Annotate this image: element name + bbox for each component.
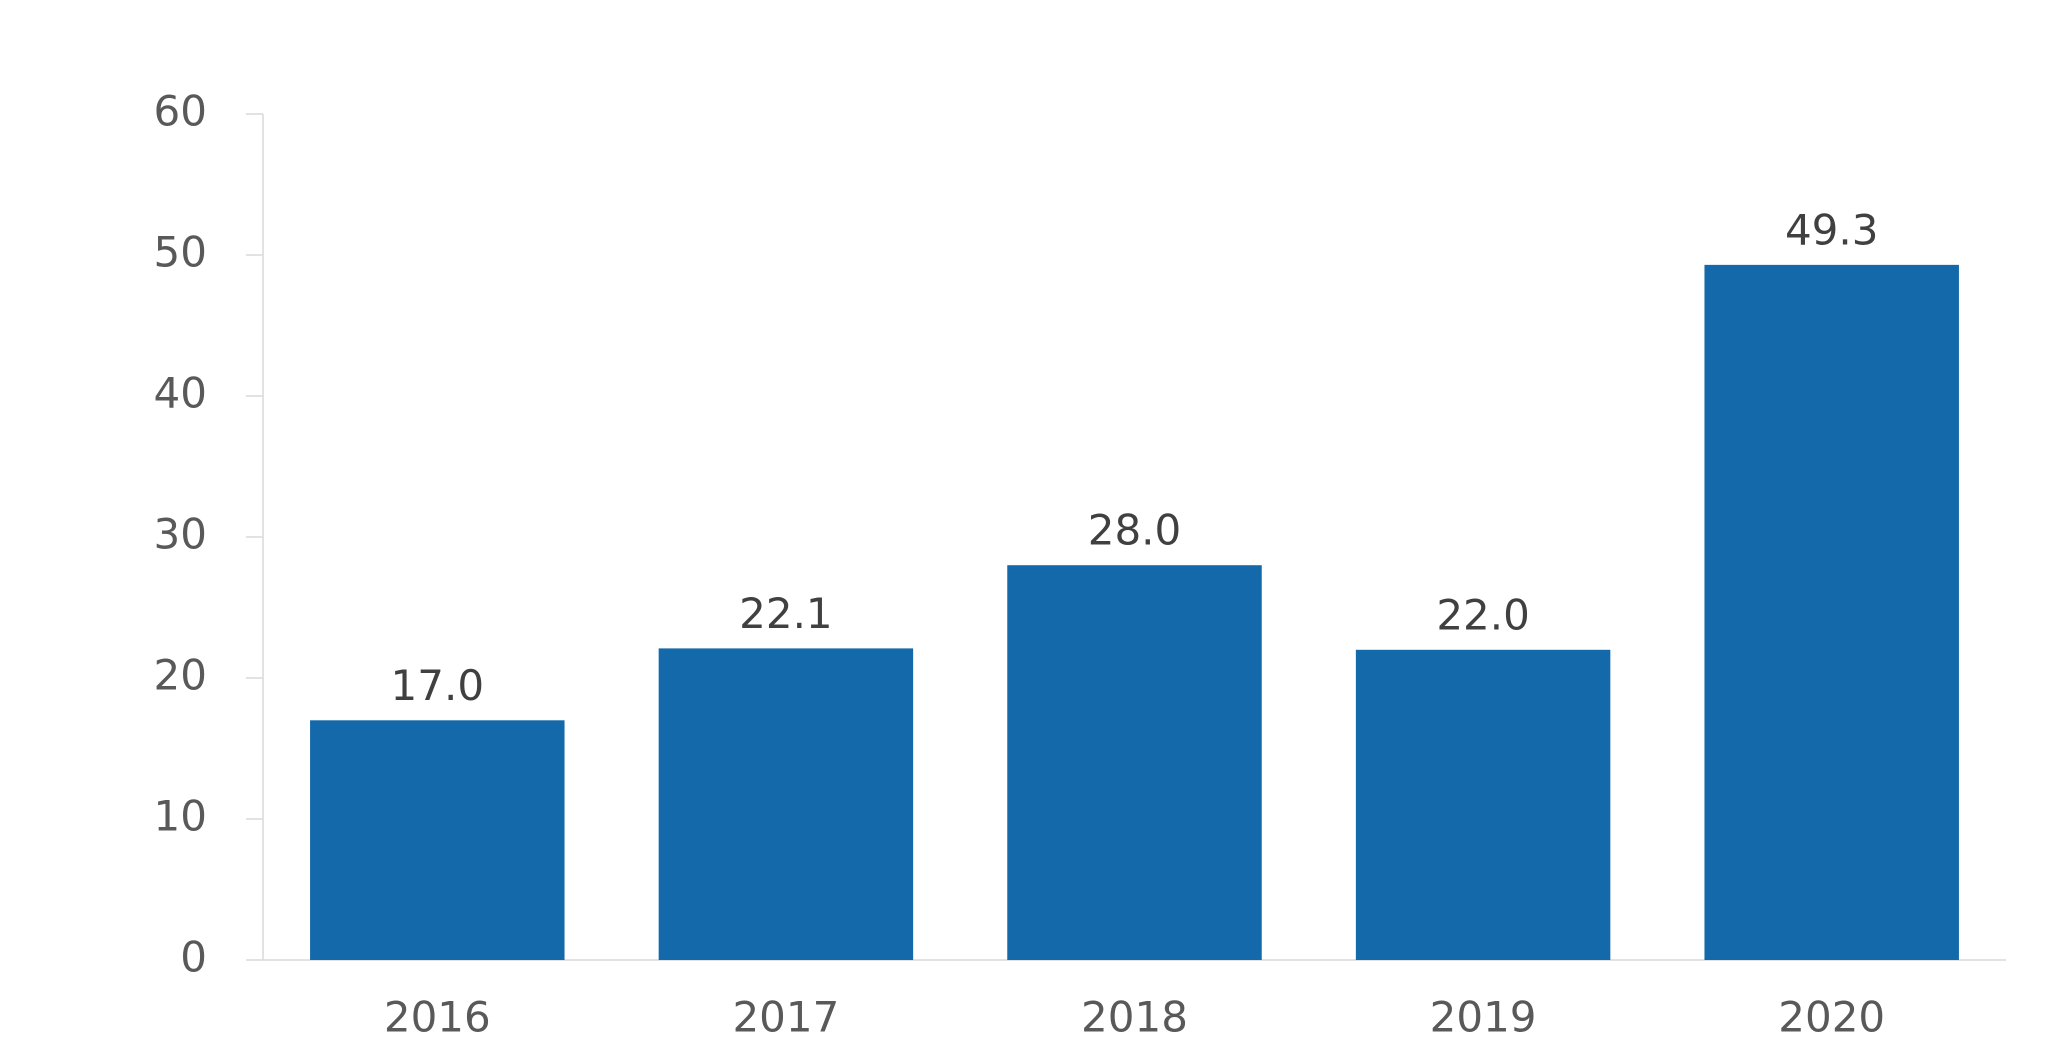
bar (1704, 264, 1959, 960)
y-tick-label: 50 (154, 228, 207, 277)
bar (1007, 565, 1262, 960)
y-tick-label: 40 (154, 369, 207, 418)
x-tick-label: 2016 (384, 993, 491, 1042)
data-label: 17.0 (391, 661, 485, 710)
x-tick-label: 2020 (1778, 993, 1885, 1042)
bar (310, 720, 565, 960)
y-tick-label: 30 (154, 510, 207, 559)
y-tick-label: 10 (154, 792, 207, 841)
data-label: 22.1 (739, 589, 833, 638)
x-tick-label: 2017 (732, 993, 839, 1042)
data-label: 49.3 (1785, 205, 1879, 254)
data-label: 22.0 (1436, 590, 1530, 639)
bar (658, 648, 914, 960)
bar (1355, 649, 1611, 960)
y-tick-label: 60 (154, 87, 207, 136)
data-label: 28.0 (1088, 506, 1182, 555)
y-tick-label: 0 (180, 933, 207, 982)
x-tick-label: 2019 (1430, 993, 1537, 1042)
y-tick-label: 20 (154, 651, 207, 700)
x-tick-label: 2018 (1081, 993, 1188, 1042)
